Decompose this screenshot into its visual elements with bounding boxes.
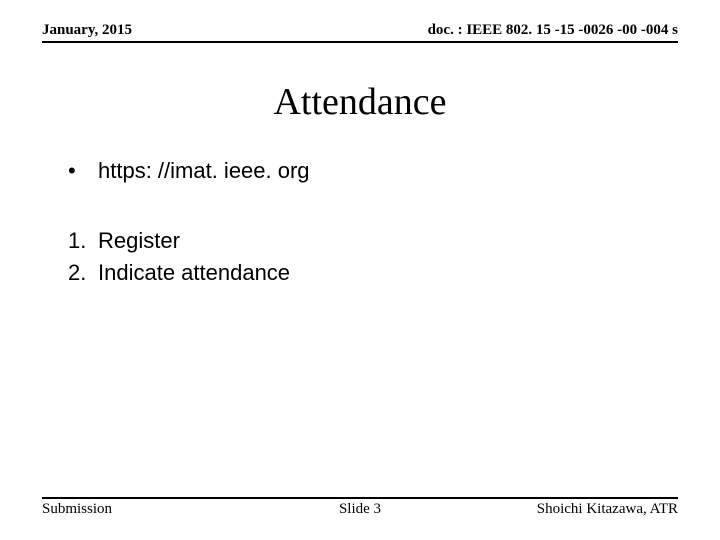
- footer-author: Shoichi Kitazawa, ATR: [466, 501, 678, 518]
- list-marker: 1.: [68, 228, 98, 254]
- slide-body: • https: //imat. ieee. org 1. Register 2…: [68, 158, 660, 292]
- slide-title: Attendance: [0, 80, 720, 124]
- footer-left: Submission: [42, 501, 254, 518]
- numbered-list: 1. Register 2. Indicate attendance: [68, 228, 660, 286]
- url-text: https: //imat. ieee. org: [98, 158, 310, 184]
- list-text: Indicate attendance: [98, 260, 290, 286]
- bullet-item: • https: //imat. ieee. org: [68, 158, 660, 184]
- slide-footer: Submission Slide 3 Shoichi Kitazawa, ATR: [42, 497, 678, 518]
- header-doc-id: doc. : IEEE 802. 15 -15 -0026 -00 -004 s: [428, 22, 678, 39]
- list-text: Register: [98, 228, 180, 254]
- list-item: 1. Register: [68, 228, 660, 254]
- header-date: January, 2015: [42, 22, 132, 39]
- footer-slide-number: Slide 3: [254, 501, 466, 518]
- bullet-marker: •: [68, 158, 98, 184]
- list-item: 2. Indicate attendance: [68, 260, 660, 286]
- slide-header: January, 2015 doc. : IEEE 802. 15 -15 -0…: [42, 22, 678, 43]
- list-marker: 2.: [68, 260, 98, 286]
